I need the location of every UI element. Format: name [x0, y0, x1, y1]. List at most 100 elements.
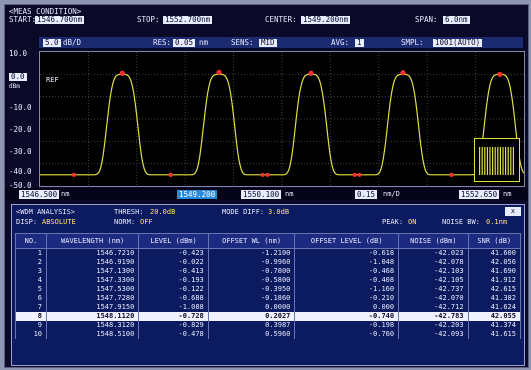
table-row[interactable]: 6 1547.7280 -0.688 -0.1860 -0.210 -42.070 41.3… [15, 294, 522, 303]
table-cell: 42.055 [467, 312, 522, 321]
noise-marker [449, 172, 454, 177]
mini-overview-svg [479, 147, 514, 175]
table-row[interactable]: 10 1548.5100 -0.478 0.5960 -0.760 -42.093 41.6… [15, 330, 522, 339]
noise-marker [265, 172, 270, 177]
start-wl-unit: nm [61, 190, 70, 198]
center-value[interactable]: 1549.200nm [301, 15, 351, 24]
column-header[interactable]: OFFSET WL (nm) [207, 233, 296, 249]
table-cell: -0.740 [294, 312, 400, 321]
table-cell: -0.022 [138, 258, 209, 267]
stop-wl-box[interactable]: 1552.650 [459, 190, 500, 199]
disp-label: DISP: [16, 218, 38, 226]
table-cell: -0.829 [138, 321, 209, 330]
ref-scale-value[interactable]: 5.0 [43, 38, 61, 47]
table-cell: -42.070 [398, 294, 469, 303]
plot-grid [40, 52, 524, 186]
ref-level-marker[interactable]: 0.0 [9, 72, 27, 81]
ref-scale-unit: dB/D [63, 38, 82, 47]
table-cell: 4 [15, 276, 47, 285]
table-cell: 1547.9150 [45, 303, 140, 312]
center-label: CENTER: [265, 15, 297, 24]
mini-overview-bar [507, 147, 509, 175]
mini-overview-bar [479, 147, 481, 175]
close-panel-button[interactable]: x [505, 207, 521, 216]
table-row[interactable]: 4 1547.3300 -0.193 -0.5800 -0.408 -42.105 41.9… [15, 276, 522, 285]
span-value[interactable]: 6.0nm [443, 15, 470, 24]
stop-wl-unit: nm [503, 190, 512, 198]
smpl-label: SMPL: [401, 38, 424, 47]
mini-overview-window[interactable] [474, 138, 520, 182]
table-cell: 0.2027 [207, 312, 296, 321]
table-cell: 41.912 [467, 276, 522, 285]
noise-marker [71, 172, 76, 177]
peak-value[interactable]: ON [408, 218, 417, 226]
table-row[interactable]: 8 1548.1120 -0.728 0.2027 -0.740 -42.783 42.05… [15, 312, 522, 321]
mini-overview-bar [494, 147, 496, 175]
noise-marker [352, 172, 357, 177]
table-cell: 42.056 [467, 258, 522, 267]
noise-bw-value[interactable]: 0.1nm [486, 218, 508, 226]
div-box[interactable]: 0.15 [355, 190, 378, 199]
res-value[interactable]: 0.05 [173, 38, 196, 47]
start-value[interactable]: 1546.700nm [35, 15, 85, 24]
table-cell: 10 [15, 330, 47, 339]
center-wl-box[interactable]: 1550.100 [241, 190, 282, 199]
table-row[interactable]: 5 1547.5300 -0.122 -0.3950 -1.160 -42.737 42.6… [15, 285, 522, 294]
ref-text: REF [46, 76, 59, 84]
table-row[interactable]: 1 1546.7210 -0.423 -1.2100 -0.618 -42.023 41.6… [15, 248, 522, 258]
table-cell: 0.5960 [207, 330, 296, 339]
y-tick-label: -10.0 [9, 103, 32, 112]
start-wl-box[interactable]: 1546.500 [19, 190, 60, 199]
table-cell: -0.7800 [207, 267, 296, 276]
column-header[interactable]: NO. [15, 233, 47, 249]
meas-condition-title: <MEAS CONDITION> [9, 7, 82, 16]
center-wl-unit: nm [285, 190, 294, 198]
table-row[interactable]: 2 1546.9190 -0.022 -0.9960 -1.048 -42.078 42.0… [15, 258, 522, 267]
marker-wl-box[interactable]: 1549.200 [177, 190, 218, 199]
mini-overview-bar [492, 147, 494, 175]
column-header[interactable]: OFFSET LEVEL (dB) [294, 233, 400, 249]
avg-value[interactable]: 1 [355, 38, 364, 47]
table-cell: 7 [15, 303, 47, 312]
table-cell: 1 [15, 248, 47, 258]
thresh-value[interactable]: 20.0dB [150, 208, 176, 216]
table-cell: -42.737 [398, 285, 469, 294]
spectrum-plot[interactable]: REF [39, 51, 525, 187]
peak-marker [308, 70, 314, 76]
mini-overview-bar [489, 147, 491, 175]
table-cell: -42.783 [398, 312, 469, 321]
table-cell: -0.9960 [207, 258, 296, 267]
mode-diff-value[interactable]: 3.0dB [268, 208, 290, 216]
table-cell: -1.160 [294, 285, 400, 294]
y-tick-label: -20.0 [9, 125, 32, 134]
stop-value[interactable]: 1552.700nm [163, 15, 213, 24]
mini-overview-bar [505, 147, 507, 175]
table-cell: 41.600 [467, 248, 522, 258]
table-cell: -0.122 [138, 285, 209, 294]
mini-overview-bar [499, 147, 501, 175]
smpl-value[interactable]: 1001(AUTO) [433, 38, 483, 47]
table-cell: 6 [15, 294, 47, 303]
disp-value[interactable]: ABSOLUTE [42, 218, 76, 226]
column-header[interactable]: NOISE (dBm) [398, 233, 469, 249]
sens-value[interactable]: MID [259, 38, 277, 47]
table-row[interactable]: 7 1547.9150 -1.088 0.0000 0.000 -42.712 41.624 [15, 303, 522, 312]
table-cell: 41.615 [467, 330, 522, 339]
table-cell: -42.105 [398, 276, 469, 285]
table-cell: -0.193 [138, 276, 209, 285]
mini-overview-bars [479, 147, 514, 175]
peak-markers [71, 69, 503, 177]
column-header[interactable]: SNR (dB) [467, 233, 522, 249]
table-cell: 0.0000 [207, 303, 296, 312]
table-cell: -0.688 [138, 294, 209, 303]
table-cell: -0.423 [138, 248, 209, 258]
trace-toolbar [39, 37, 523, 48]
table-row[interactable]: 9 1548.3120 -0.829 0.3987 -0.198 -42.203 41.37… [15, 321, 522, 330]
column-header[interactable]: LEVEL (dBm) [138, 233, 209, 249]
mini-overview-bar [497, 147, 499, 175]
column-header[interactable]: WAVELENGTH (nm) [45, 233, 140, 249]
table-row[interactable]: 3 1547.1300 -0.413 -0.7800 -0.468 -42.103 41.6… [15, 267, 522, 276]
mini-overview-bar [510, 147, 512, 175]
norm-value[interactable]: OFF [140, 218, 153, 226]
y-unit-label: dBm [9, 83, 20, 90]
